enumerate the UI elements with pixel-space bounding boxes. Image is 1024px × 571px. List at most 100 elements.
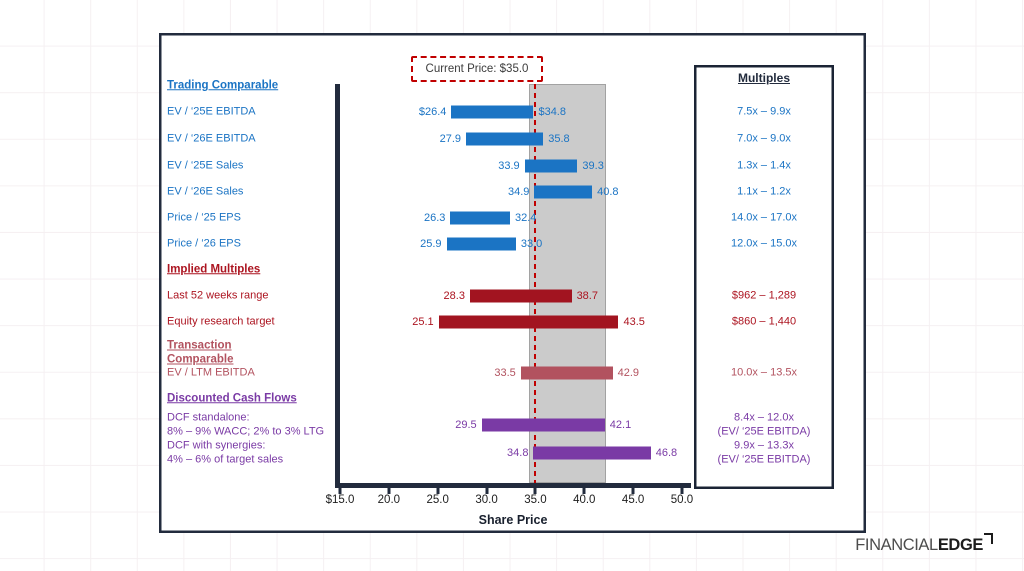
bar-max-value: 33.0 — [520, 237, 543, 250]
range-bar — [520, 366, 613, 380]
bar-max-value: 46.8 — [655, 446, 678, 459]
football-field-chart-card: Current Price: $35.0 Trading Comparable I… — [159, 33, 866, 533]
text-line: Price / ‘26 EPS — [167, 237, 241, 250]
text-line: Transaction — [167, 339, 232, 352]
multiples-box: Multiples 7.5x – 9.9x 7.0x – 9.0x 1.3x – 1… — [694, 65, 834, 489]
multiple-value: 12.0x – 15.0x — [694, 237, 834, 251]
range-bar — [446, 237, 516, 251]
x-tick-mark — [680, 487, 684, 494]
x-tick-mark — [436, 487, 440, 494]
text-line: (EV/ ‘25E EBITDA) — [717, 425, 811, 437]
multiple-value: $962 – 1,289 — [694, 289, 834, 303]
bar-max-value: 40.8 — [597, 185, 619, 198]
x-axis-line — [335, 483, 691, 488]
x-tick-mark — [387, 487, 391, 494]
bar-min-value: 25.1 — [412, 315, 434, 328]
x-tick-label: 40.0 — [573, 494, 596, 506]
section-header-implied: Implied Multiples — [167, 263, 260, 277]
text-line: DCF with synergies: — [167, 439, 266, 452]
x-tick-mark — [338, 487, 342, 494]
range-bar — [533, 446, 651, 460]
bar-max-value: 32.4 — [515, 211, 537, 224]
text-line: DCF standalone: — [167, 411, 250, 424]
range-bar — [481, 418, 605, 432]
range-bar — [451, 105, 534, 119]
multiple-value: 10.0x – 13.5x — [694, 366, 834, 380]
x-tick-label: 45.0 — [621, 494, 645, 506]
bar-max-value: 43.5 — [623, 315, 645, 328]
financial-edge-logo: FINANCIALEDGE — [855, 533, 993, 555]
text-line: 8.4x – 12.0x — [734, 411, 794, 424]
x-axis-title: Share Price — [478, 513, 548, 527]
row-label: Price / ‘25 EPS — [167, 211, 241, 225]
text-line: 10.0x – 13.5x — [730, 366, 798, 379]
bar-min-value: 27.9 — [439, 132, 462, 145]
x-tick-label: $15.0 — [325, 494, 355, 506]
row-label: EV / ‘26E EBITDA — [167, 132, 256, 146]
x-tick-label: 30.0 — [475, 494, 498, 506]
multiple-value: 14.0x – 17.0x — [694, 211, 834, 225]
text-line: 12.0x – 15.0x — [730, 237, 798, 250]
x-tick-label: 50.0 — [670, 494, 694, 506]
range-bar — [524, 159, 578, 173]
text-line: 1.1x – 1.2x — [737, 185, 791, 198]
logo-edge-text: EDGE — [937, 536, 984, 554]
bar-min-value: 34.8 — [507, 446, 529, 459]
x-tick-label: 20.0 — [377, 494, 401, 506]
multiples-header: Multiples — [737, 71, 790, 85]
bar-min-value: 33.9 — [498, 159, 520, 172]
current-price-annotation: Current Price: $35.0 — [411, 56, 543, 82]
row-label: DCF standalone: 8% – 9% WACC; 2% to 3% LT… — [167, 412, 324, 439]
multiple-value: 7.0x – 9.0x — [694, 132, 834, 146]
section-header-transaction: Transaction Comparable — [167, 340, 233, 367]
text-line: Implied Multiples — [167, 263, 261, 276]
range-bar — [469, 289, 572, 303]
text-line: Equity research target — [167, 315, 275, 328]
logo-corner-bracket-icon — [984, 533, 993, 544]
text-line: Comparable — [167, 353, 234, 365]
bar-min-value: 33.5 — [494, 366, 516, 379]
text-line: $962 – 1,289 — [731, 289, 797, 302]
logo-financial-text: FINANCIAL — [855, 536, 938, 554]
bar-max-value: 39.3 — [582, 159, 604, 172]
text-line: EV / ‘25E Sales — [167, 159, 244, 172]
text-line: 8% – 9% WACC; 2% to 3% LTG — [167, 425, 325, 437]
current-price-line — [534, 84, 537, 483]
x-tick-label: 35.0 — [524, 494, 547, 506]
text-line: (EV/ ‘25E EBITDA) — [717, 453, 811, 465]
x-tick-mark — [533, 487, 537, 494]
text-line: Last 52 weeks range — [167, 289, 269, 302]
bar-min-value: 34.9 — [508, 185, 530, 198]
text-line: Price / ‘25 EPS — [167, 211, 241, 224]
row-label: EV / ‘26E Sales — [167, 185, 243, 199]
multiple-value: 1.3x – 1.4x — [694, 159, 834, 173]
text-line: 9.9x – 13.3x — [734, 439, 794, 452]
range-bar — [466, 132, 544, 146]
bar-min-value: 29.5 — [455, 418, 477, 431]
text-line: 7.5x – 9.9x — [737, 105, 791, 118]
multiple-value: $860 – 1,440 — [694, 315, 834, 329]
bar-max-value: 42.1 — [609, 418, 632, 431]
text-line: EV / LTM EBITDA — [167, 366, 255, 379]
x-tick-mark — [582, 487, 586, 494]
row-label: DCF with synergies: 4% – 6% of target sal… — [167, 440, 283, 467]
row-label: Equity research target — [167, 315, 275, 329]
multiple-value: 1.1x – 1.2x — [694, 185, 834, 199]
text-line: 1.3x – 1.4x — [737, 159, 791, 172]
x-tick-mark — [631, 487, 635, 494]
multiple-value: 8.4x – 12.0x (EV/ ‘25E EBITDA) — [694, 412, 834, 439]
x-tick-label: 25.0 — [426, 494, 449, 506]
bar-min-value: 26.3 — [423, 211, 446, 224]
text-line: 4% – 6% of target sales — [167, 453, 284, 465]
row-label: EV / ‘25E Sales — [167, 159, 243, 173]
x-tick-mark — [485, 487, 489, 494]
range-bar — [534, 185, 593, 199]
bar-max-value: $34.8 — [538, 105, 566, 118]
section-header-trading: Trading Comparable — [167, 79, 278, 93]
bar-max-value: 38.7 — [576, 289, 598, 302]
text-line: Discounted Cash Flows — [167, 392, 297, 405]
text-line: 7.0x – 9.0x — [737, 132, 791, 145]
bar-min-value: $26.4 — [418, 105, 447, 118]
bar-min-value: 28.3 — [443, 289, 465, 302]
